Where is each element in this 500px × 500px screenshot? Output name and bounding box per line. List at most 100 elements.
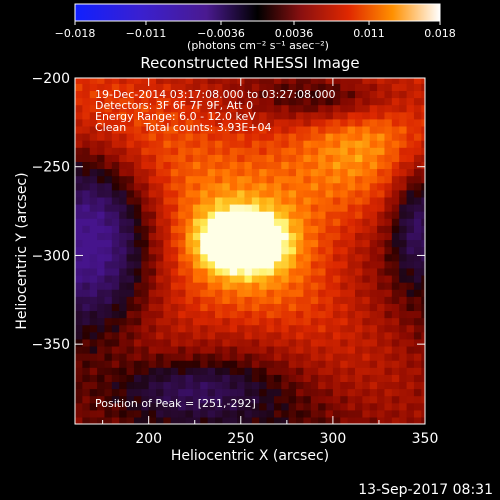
heatmap-cell bbox=[119, 317, 128, 326]
heatmap-cell bbox=[340, 196, 349, 205]
heatmap-cell bbox=[237, 345, 246, 354]
heatmap-cell bbox=[251, 211, 260, 219]
heatmap-cell bbox=[156, 282, 165, 290]
heatmap-cell bbox=[82, 218, 91, 226]
heatmap-cell bbox=[399, 324, 408, 333]
heatmap-cell bbox=[163, 260, 172, 269]
heatmap-cell bbox=[281, 367, 290, 375]
heatmap-cell bbox=[362, 388, 371, 397]
heatmap-cell bbox=[141, 225, 150, 233]
heatmap-cell bbox=[229, 260, 238, 269]
heatmap-cell bbox=[399, 310, 408, 319]
heatmap-cell bbox=[163, 296, 172, 304]
heatmap-cell bbox=[104, 260, 113, 269]
heatmap-cell bbox=[97, 246, 106, 255]
heatmap-cell bbox=[97, 140, 106, 148]
heatmap-cell bbox=[413, 360, 422, 368]
heatmap-cell bbox=[244, 367, 253, 375]
heatmap-cell bbox=[332, 232, 341, 241]
heatmap-cell bbox=[97, 374, 106, 383]
heatmap-cell bbox=[362, 196, 371, 205]
heatmap-cell bbox=[332, 90, 341, 99]
heatmap-cell bbox=[399, 111, 408, 120]
heatmap-cell bbox=[244, 147, 253, 155]
heatmap-cell bbox=[362, 118, 371, 127]
heatmap-cell bbox=[281, 118, 290, 127]
heatmap-cell bbox=[273, 296, 282, 304]
heatmap-cell bbox=[362, 409, 371, 418]
heatmap-cell bbox=[141, 211, 150, 219]
heatmap-cell bbox=[141, 310, 150, 319]
heatmap-cell bbox=[399, 416, 408, 424]
heatmap-cell bbox=[377, 97, 386, 106]
heatmap-cell bbox=[355, 196, 363, 205]
heatmap-cell bbox=[413, 246, 422, 255]
heatmap-cell bbox=[75, 161, 83, 170]
heatmap-cell bbox=[237, 360, 246, 368]
heatmap-cell bbox=[97, 203, 106, 212]
heatmap-cell bbox=[340, 282, 349, 290]
heatmap-cell bbox=[377, 104, 386, 113]
heatmap-cell bbox=[75, 338, 83, 347]
heatmap-cell bbox=[126, 296, 135, 304]
heatmap-cell bbox=[273, 125, 282, 134]
heatmap-cell bbox=[126, 416, 135, 424]
heatmap-cell bbox=[97, 282, 106, 290]
heatmap-cell bbox=[141, 388, 150, 397]
heatmap-cell bbox=[362, 147, 371, 155]
heatmap-cell bbox=[97, 104, 106, 113]
heatmap-cell bbox=[133, 338, 142, 347]
heatmap-cell bbox=[251, 161, 260, 170]
heatmap-cell bbox=[82, 289, 91, 297]
heatmap-cell bbox=[296, 140, 305, 148]
heatmap-cell bbox=[163, 78, 172, 84]
heatmap-cell bbox=[251, 189, 260, 198]
heatmap-cell bbox=[170, 324, 179, 333]
heatmap-cell bbox=[104, 409, 113, 418]
heatmap-cell bbox=[82, 118, 91, 127]
heatmap-cell bbox=[406, 338, 415, 347]
heatmap-cell bbox=[421, 175, 425, 184]
heatmap-cell bbox=[266, 175, 275, 184]
heatmap-cell bbox=[200, 182, 209, 191]
heatmap-cell bbox=[222, 267, 231, 276]
heatmap-cell bbox=[251, 175, 260, 184]
heatmap-cell bbox=[178, 189, 187, 198]
heatmap-cell bbox=[215, 104, 223, 113]
heatmap-cell bbox=[126, 395, 135, 404]
heatmap-cell bbox=[104, 310, 113, 319]
heatmap-cell bbox=[141, 239, 150, 248]
heatmap-cell bbox=[406, 274, 415, 283]
heatmap-cell bbox=[406, 303, 415, 312]
heatmap-cell bbox=[369, 111, 378, 120]
heatmap-cell bbox=[156, 133, 165, 141]
heatmap-cell bbox=[104, 218, 113, 226]
heatmap-cell bbox=[222, 310, 231, 319]
heatmap-cell bbox=[369, 345, 378, 354]
heatmap-cell bbox=[421, 388, 425, 397]
heatmap-cell bbox=[237, 324, 246, 333]
heatmap-cell bbox=[163, 267, 172, 276]
heatmap-cell bbox=[119, 395, 128, 404]
heatmap-cell bbox=[82, 125, 91, 134]
heatmap-cell bbox=[244, 317, 253, 326]
heatmap-cell bbox=[251, 78, 260, 84]
heatmap-cell bbox=[340, 388, 349, 397]
heatmap-cell bbox=[148, 267, 157, 276]
heatmap-cell bbox=[104, 402, 113, 411]
heatmap-cell bbox=[244, 90, 253, 99]
heatmap-cell bbox=[303, 324, 312, 333]
heatmap-cell bbox=[259, 331, 268, 340]
heatmap-cell bbox=[111, 374, 120, 383]
heatmap-cell bbox=[170, 118, 179, 127]
heatmap-cell bbox=[391, 360, 400, 368]
heatmap-cell bbox=[332, 175, 341, 184]
heatmap-cell bbox=[340, 395, 349, 404]
heatmap-cell bbox=[126, 118, 135, 127]
heatmap-cell bbox=[296, 239, 305, 248]
heatmap-cell bbox=[185, 409, 194, 418]
heatmap-cell bbox=[332, 374, 341, 383]
heatmap-cell bbox=[362, 189, 371, 198]
heatmap-cell bbox=[89, 161, 98, 170]
heatmap-cell bbox=[355, 239, 363, 248]
